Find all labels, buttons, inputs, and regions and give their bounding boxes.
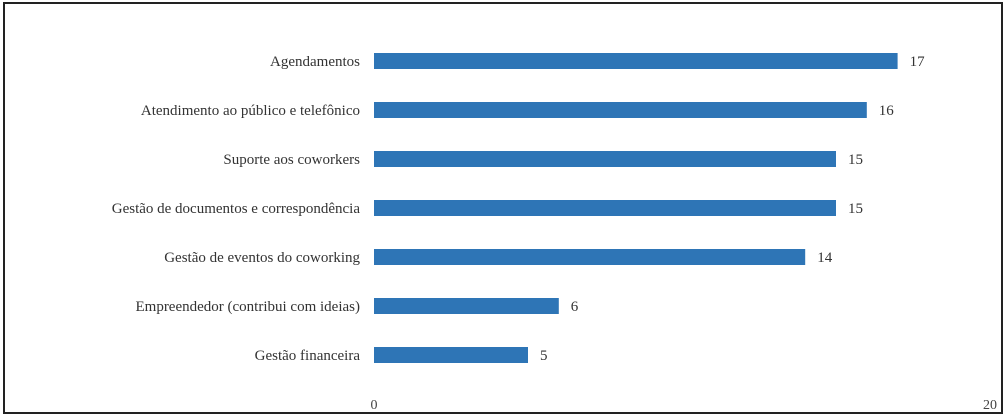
data-label: 17 [910, 54, 926, 70]
category-label: Gestão de documentos e correspondência [112, 201, 361, 217]
category-label: Agendamentos [270, 54, 360, 70]
data-label: 6 [571, 299, 579, 315]
bar [374, 102, 867, 118]
bar [374, 249, 806, 265]
category-label: Atendimento ao público e telefônico [141, 103, 360, 119]
data-label: 15 [848, 152, 863, 168]
category-label: Gestão financeira [255, 348, 361, 364]
bar [374, 298, 559, 314]
bar [374, 151, 836, 167]
data-label: 5 [540, 348, 548, 364]
data-label: 15 [848, 201, 863, 217]
bar [374, 200, 836, 216]
bar [374, 53, 898, 69]
category-label: Suporte aos coworkers [223, 152, 360, 168]
x-tick-label: 20 [983, 398, 997, 413]
data-label: 14 [817, 250, 833, 266]
bar [374, 347, 528, 363]
data-label: 16 [879, 103, 895, 119]
category-label: Gestão de eventos do coworking [164, 250, 360, 266]
x-tick-label: 0 [371, 398, 378, 413]
category-label: Empreendedor (contribui com ideias) [135, 299, 360, 315]
